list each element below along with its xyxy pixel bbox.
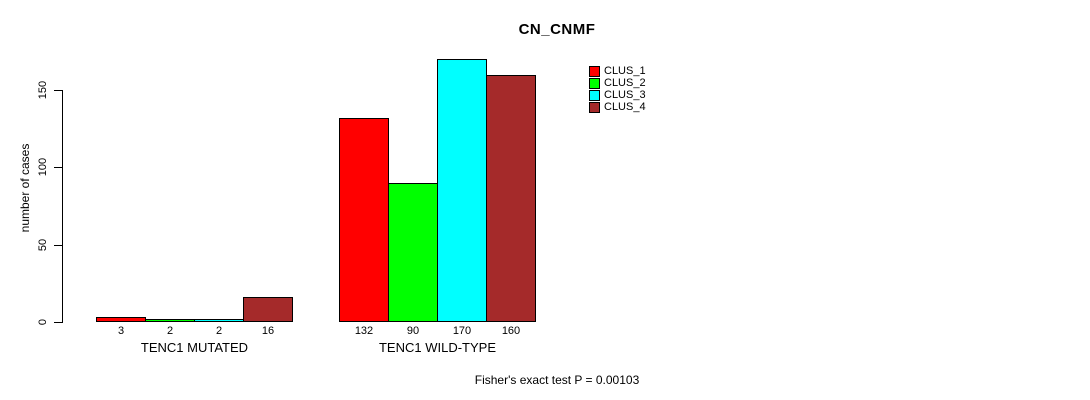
legend-label: CLUS_4 <box>604 101 646 113</box>
group-label: TENC1 WILD-TYPE <box>378 340 496 355</box>
chart-title: CN_CNMF <box>518 21 596 38</box>
y-axis-tick <box>54 167 62 168</box>
bar-value-label: 170 <box>452 325 472 337</box>
y-axis-tick-label: 100 <box>37 157 49 177</box>
bar-clus_3-group1 <box>194 319 244 322</box>
legend-swatch-clus_1 <box>589 65 600 77</box>
legend: CLUS_1 CLUS_2 CLUS_3 CLUS_4 <box>589 65 646 113</box>
bar-value-label: 132 <box>354 325 374 337</box>
fisher-test-annotation: Fisher's exact test P = 0.00103 <box>474 373 640 387</box>
bar-clus_1-group2 <box>339 118 389 322</box>
bar-value-label: 16 <box>261 325 275 337</box>
y-axis-line <box>62 90 63 323</box>
y-axis-tick-label: 150 <box>37 80 49 100</box>
legend-label: CLUS_2 <box>604 77 646 89</box>
bar-clus_2-group2 <box>388 183 438 322</box>
y-axis-tick <box>54 245 62 246</box>
bar-value-label: 2 <box>215 325 223 337</box>
y-axis-tick-label: 0 <box>37 318 49 326</box>
legend-label: CLUS_3 <box>604 89 646 101</box>
bar-value-label: 2 <box>166 325 174 337</box>
legend-swatch-clus_2 <box>589 77 600 89</box>
bar-value-label: 90 <box>406 325 420 337</box>
y-axis-tick-label: 50 <box>37 238 49 252</box>
bar-clus_1-group1 <box>96 317 146 322</box>
legend-swatch-clus_4 <box>589 101 600 113</box>
legend-row: CLUS_4 <box>589 101 646 113</box>
legend-label: CLUS_1 <box>604 65 646 77</box>
legend-row: CLUS_2 <box>589 77 646 89</box>
bar-value-label: 3 <box>117 325 125 337</box>
bar-value-label: 160 <box>501 325 521 337</box>
legend-row: CLUS_3 <box>589 89 646 101</box>
bar-clus_4-group2 <box>486 75 536 322</box>
bar-clus_3-group2 <box>437 59 487 322</box>
legend-row: CLUS_1 <box>589 65 646 77</box>
y-axis-tick <box>54 90 62 91</box>
bar-clus_2-group1 <box>145 319 195 322</box>
y-axis-tick <box>54 322 62 323</box>
legend-swatch-clus_3 <box>589 89 600 101</box>
bar-clus_4-group1 <box>243 297 293 322</box>
group-label: TENC1 MUTATED <box>140 340 249 355</box>
